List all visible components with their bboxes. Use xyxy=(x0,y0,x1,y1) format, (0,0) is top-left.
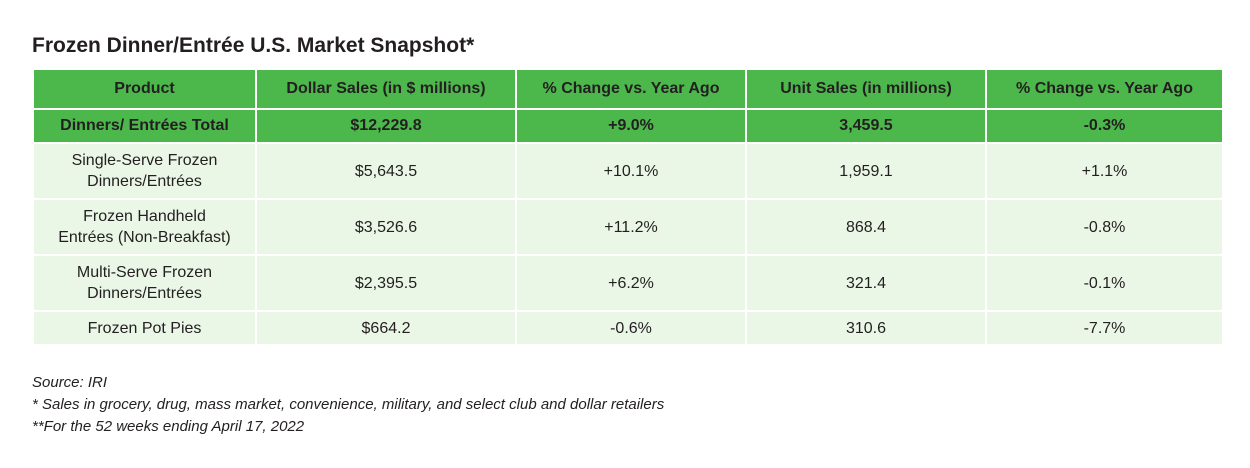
product-line: Dinners/Entrées xyxy=(87,285,202,302)
product-cell: Frozen Handheld Entrées (Non-Breakfast) xyxy=(32,198,257,256)
data-cell: 321.4 xyxy=(745,254,987,312)
data-cell: $2,395.5 xyxy=(255,254,517,312)
data-cell: +1.1% xyxy=(985,142,1224,200)
product-cell: Frozen Pot Pies xyxy=(32,310,257,346)
header-cell: % Change vs. Year Ago xyxy=(515,68,747,110)
product-cell: Multi-Serve Frozen Dinners/Entrées xyxy=(32,254,257,312)
note: **For the 52 weeks ending April 17, 2022 xyxy=(32,418,305,435)
product-line: Frozen Pot Pies xyxy=(87,319,202,337)
data-row: Multi-Serve Frozen Dinners/Entrées $2,395.… xyxy=(32,254,1224,312)
data-cell: 868.4 xyxy=(745,198,987,256)
product-line: Multi-Serve Frozen xyxy=(76,264,213,281)
header-row: Product Dollar Sales (in $ millions)% Cha… xyxy=(32,68,1224,110)
data-cell: -0.6% xyxy=(515,310,747,346)
product-line: Entrées (Non-Breakfast) xyxy=(58,229,231,246)
header-cell: Product xyxy=(32,68,257,110)
product-cell: Single-Serve Frozen Dinners/Entrées xyxy=(32,142,257,200)
data-cell: -0.1% xyxy=(985,254,1224,312)
table-header: Product Dollar Sales (in $ millions)% Cha… xyxy=(32,68,1224,110)
total-cell: 3,459.5 xyxy=(745,108,987,144)
data-cell: $3,526.6 xyxy=(255,198,517,256)
data-cell: 310.6 xyxy=(745,310,987,346)
header-cell: Unit Sales (in millions) xyxy=(745,68,987,110)
data-cell: +10.1% xyxy=(515,142,747,200)
title: Frozen Dinner/Entrée U.S. Market Snapsho… xyxy=(32,34,475,57)
table-body: Dinners/ Entrées Total $12,229.8 +9.0% 3,45… xyxy=(32,108,1224,346)
data-cell: 1,959.1 xyxy=(745,142,987,200)
total-cell: $12,229.8 xyxy=(255,108,517,144)
note: Source: IRI xyxy=(32,374,108,391)
total-cell: -0.3% xyxy=(985,108,1224,144)
data-cell: -7.7% xyxy=(985,310,1224,346)
notes: Source: IRI * Sales in grocery, drug, mas… xyxy=(32,372,664,438)
note: * Sales in grocery, drug, mass market, c… xyxy=(32,396,665,413)
data-cell: +11.2% xyxy=(515,198,747,256)
data-row: Frozen Handheld Entrées (Non-Breakfast) $3… xyxy=(32,198,1224,256)
data-cell: $5,643.5 xyxy=(255,142,517,200)
data-row: Frozen Pot Pies $664.2 -0.6% 310.6 -7.7% xyxy=(32,310,1224,346)
data-cell: -0.8% xyxy=(985,198,1224,256)
product-line: Dinners/Entrées xyxy=(87,173,202,190)
total-cell: Dinners/ Entrées Total xyxy=(32,108,257,144)
market-table: Product Dollar Sales (in $ millions)% Cha… xyxy=(32,68,1224,346)
product-line: Frozen Handheld xyxy=(83,208,206,225)
product-line: Single-Serve Frozen xyxy=(71,152,218,169)
data-cell: $664.2 xyxy=(255,310,517,346)
data-row: Single-Serve Frozen Dinners/Entrées $5,643… xyxy=(32,142,1224,200)
data-cell: +6.2% xyxy=(515,254,747,312)
total-cell: +9.0% xyxy=(515,108,747,144)
total-row: Dinners/ Entrées Total $12,229.8 +9.0% 3,45… xyxy=(32,108,1224,144)
header-cell: % Change vs. Year Ago xyxy=(985,68,1224,110)
header-cell: Dollar Sales (in $ millions) xyxy=(255,68,517,110)
